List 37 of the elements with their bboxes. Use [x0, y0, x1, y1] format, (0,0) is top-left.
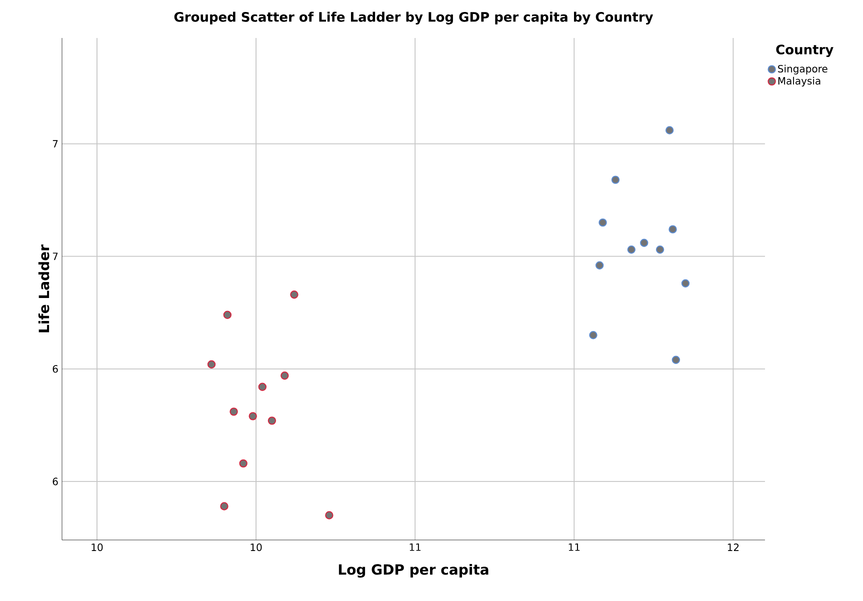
point [290, 290, 298, 299]
x-tick-label: 10 [92, 544, 103, 552]
y-axis-title: Life Ladder [38, 244, 50, 332]
point [223, 310, 232, 319]
point [248, 412, 257, 420]
point [268, 416, 276, 425]
point [681, 279, 690, 288]
legend-label: Singapore [778, 64, 828, 74]
point [220, 502, 228, 510]
x-tick-label: 10 [250, 544, 262, 552]
x-tick-label: 12 [728, 544, 739, 551]
y-tick-label: 6 [52, 478, 58, 486]
legend-label: Malaysia [778, 76, 820, 87]
point [280, 372, 289, 380]
x-tick-label: 11 [568, 544, 580, 551]
x-tick-label: 11 [410, 544, 421, 551]
y-tick-label: 6 [52, 365, 58, 373]
point [207, 360, 216, 368]
point [239, 459, 248, 468]
point [668, 225, 677, 234]
point [665, 126, 674, 134]
point [672, 356, 680, 364]
x-axis-title: Log GDP per capita [338, 564, 488, 578]
point [325, 511, 334, 520]
legend-title: Country [776, 44, 834, 58]
point [611, 176, 620, 184]
y-tick-label: 7 [52, 140, 58, 148]
point [595, 261, 604, 270]
point [640, 238, 648, 247]
point [258, 382, 267, 392]
chart-title: Grouped Scatter of Life Ladder by Log GDP per capita by Country [174, 12, 654, 24]
point [656, 245, 664, 254]
point [589, 331, 598, 340]
point [598, 218, 607, 227]
y-tick-label: 7 [52, 252, 58, 260]
point [230, 408, 238, 416]
point [627, 245, 636, 254]
